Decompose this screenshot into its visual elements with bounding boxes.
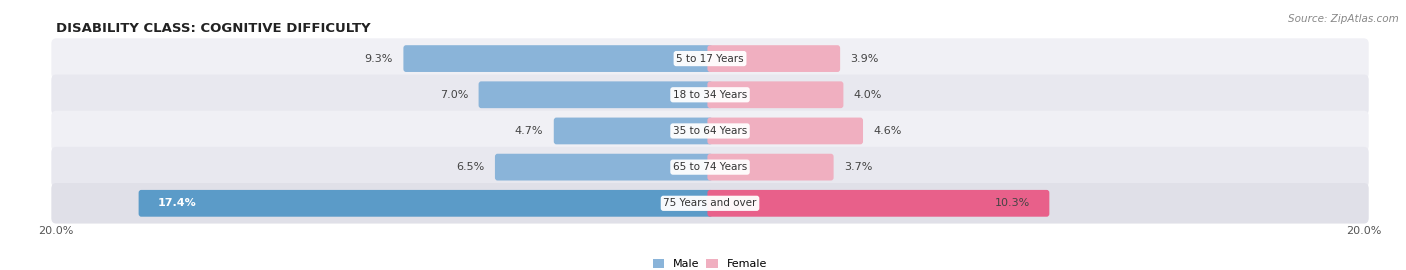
FancyBboxPatch shape <box>404 45 713 72</box>
FancyBboxPatch shape <box>478 81 713 108</box>
Text: 18 to 34 Years: 18 to 34 Years <box>673 90 747 100</box>
Text: 9.3%: 9.3% <box>364 53 392 64</box>
Legend: Male, Female: Male, Female <box>648 254 772 270</box>
Text: 4.7%: 4.7% <box>515 126 543 136</box>
Text: 3.7%: 3.7% <box>844 162 873 172</box>
Text: 17.4%: 17.4% <box>157 198 197 208</box>
Text: 10.3%: 10.3% <box>995 198 1031 208</box>
Text: 4.6%: 4.6% <box>873 126 901 136</box>
Text: 7.0%: 7.0% <box>440 90 468 100</box>
FancyBboxPatch shape <box>707 154 834 181</box>
FancyBboxPatch shape <box>52 75 1368 115</box>
Text: 6.5%: 6.5% <box>456 162 485 172</box>
Text: 5 to 17 Years: 5 to 17 Years <box>676 53 744 64</box>
FancyBboxPatch shape <box>52 147 1368 187</box>
Text: DISABILITY CLASS: COGNITIVE DIFFICULTY: DISABILITY CLASS: COGNITIVE DIFFICULTY <box>56 22 371 35</box>
Text: 65 to 74 Years: 65 to 74 Years <box>673 162 747 172</box>
FancyBboxPatch shape <box>495 154 713 181</box>
FancyBboxPatch shape <box>707 190 1049 217</box>
Text: Source: ZipAtlas.com: Source: ZipAtlas.com <box>1288 14 1399 23</box>
FancyBboxPatch shape <box>707 117 863 144</box>
FancyBboxPatch shape <box>52 183 1368 224</box>
FancyBboxPatch shape <box>707 45 841 72</box>
Text: 35 to 64 Years: 35 to 64 Years <box>673 126 747 136</box>
Text: 75 Years and over: 75 Years and over <box>664 198 756 208</box>
FancyBboxPatch shape <box>554 117 713 144</box>
FancyBboxPatch shape <box>707 81 844 108</box>
FancyBboxPatch shape <box>52 111 1368 151</box>
Text: 3.9%: 3.9% <box>851 53 879 64</box>
Text: 4.0%: 4.0% <box>853 90 882 100</box>
FancyBboxPatch shape <box>52 38 1368 79</box>
FancyBboxPatch shape <box>139 190 713 217</box>
